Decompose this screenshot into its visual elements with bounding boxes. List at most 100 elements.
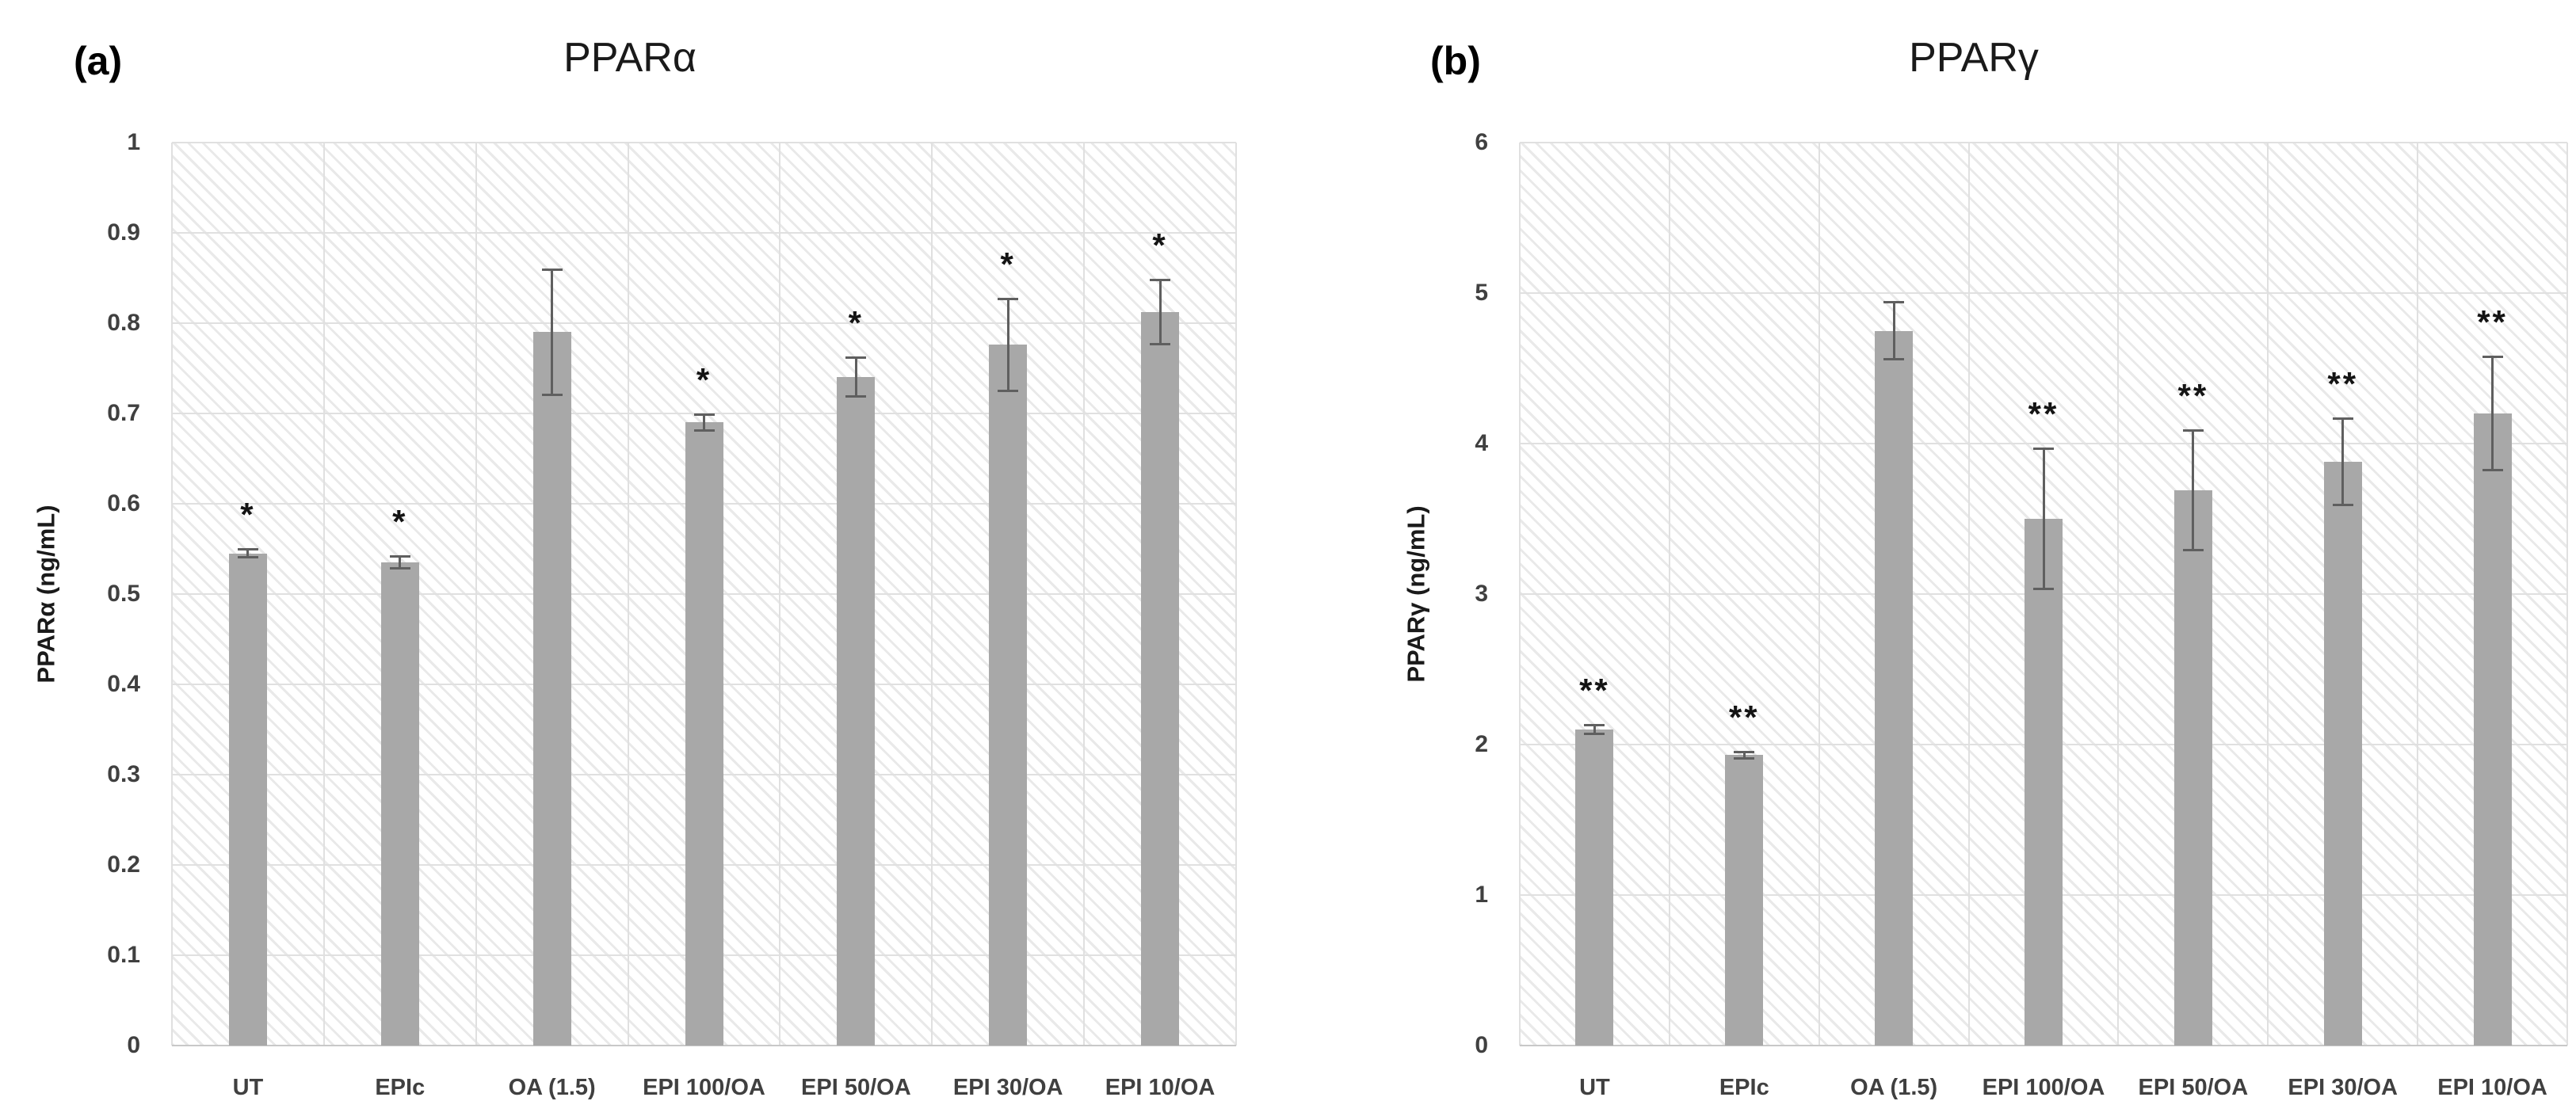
bar: [380, 562, 419, 1046]
x-tick-label: UT: [1579, 1075, 1610, 1100]
panel-label: (b): [1430, 39, 1481, 83]
error-bar-cap: [1734, 757, 1755, 760]
error-bar: [1892, 302, 1895, 360]
error-bar-cap: [237, 556, 258, 559]
error-bar-cap: [2332, 503, 2353, 506]
bar: [685, 422, 723, 1046]
gridline-v: [2267, 143, 2269, 1046]
significance-marker: *: [392, 503, 408, 541]
gridline-h: [1520, 142, 2567, 143]
gridline-v: [1818, 143, 1820, 1046]
gridline-h: [172, 322, 1236, 324]
x-tick-label: OA (1.5): [508, 1075, 596, 1100]
chart-title: PPARγ: [1909, 35, 2039, 81]
y-tick-label: 6: [1475, 129, 1488, 155]
y-tick-label: 5: [1475, 280, 1488, 306]
error-bar-cap: [2482, 469, 2503, 472]
gridline-v: [2117, 143, 2120, 1046]
significance-marker: *: [696, 361, 712, 399]
significance-marker: **: [2177, 376, 2209, 414]
error-bar: [551, 269, 554, 396]
gridline-v: [1967, 143, 1970, 1046]
gridline-v: [779, 143, 781, 1046]
y-tick-label: 0.1: [107, 942, 140, 968]
gridline-h: [172, 232, 1236, 234]
bar: [1875, 330, 1914, 1046]
y-tick-label: 0.8: [107, 310, 140, 336]
error-bar-cap: [1584, 724, 1605, 727]
y-tick-label: 0: [127, 1032, 140, 1058]
error-bar-cap: [2482, 355, 2503, 358]
y-tick-label: 1: [127, 129, 140, 155]
x-tick-label: EPI 100/OA: [1982, 1075, 2105, 1100]
error-bar-cap: [2182, 429, 2204, 432]
x-tick-label: EPI 50/OA: [2138, 1075, 2249, 1100]
y-tick-label: 0.7: [107, 400, 140, 426]
gridline-v: [1083, 143, 1086, 1046]
error-bar-cap: [1150, 279, 1171, 282]
error-bar: [703, 414, 705, 431]
error-bar-cap: [1883, 301, 1905, 304]
error-bar-cap: [2033, 447, 2054, 450]
significance-marker: *: [240, 496, 256, 533]
significance-marker: **: [1579, 672, 1610, 710]
gridline-h: [1520, 292, 2567, 294]
error-bar: [246, 549, 250, 558]
error-bar-cap: [998, 389, 1019, 392]
error-bar: [2042, 448, 2045, 590]
x-tick-label: EPI 30/OA: [2288, 1075, 2399, 1100]
error-bar-cap: [693, 413, 715, 417]
bar: [2473, 413, 2512, 1046]
x-tick-label: EPIc: [1719, 1075, 1769, 1100]
error-bar: [2341, 417, 2345, 505]
gridline-v: [322, 143, 325, 1046]
error-bar-cap: [541, 394, 563, 397]
error-bar-cap: [998, 298, 1019, 301]
error-bar-cap: [389, 555, 410, 558]
panel-label: (a): [74, 39, 123, 83]
significance-marker: **: [2028, 394, 2059, 432]
gridline-v: [171, 143, 173, 1046]
error-bar: [1006, 299, 1009, 391]
error-bar-cap: [845, 356, 867, 360]
bar: [837, 377, 876, 1046]
y-tick-label: 2: [1475, 731, 1488, 757]
gridline-v: [1519, 143, 1521, 1046]
error-bar-cap: [541, 268, 563, 271]
significance-marker: **: [2327, 364, 2359, 402]
error-bar: [1742, 751, 1746, 760]
y-tick-label: 3: [1475, 581, 1488, 607]
error-bar-cap: [2033, 588, 2054, 591]
gridline-v: [2566, 143, 2568, 1046]
error-bar-cap: [1150, 343, 1171, 346]
y-tick-label: 0.4: [107, 671, 140, 697]
y-tick-label: 0.6: [107, 490, 140, 516]
x-tick-label: EPI 50/OA: [801, 1075, 911, 1100]
significance-marker: *: [1000, 246, 1016, 284]
error-bar: [854, 357, 857, 398]
y-tick-label: 0.3: [107, 761, 140, 787]
error-bar-cap: [1734, 750, 1755, 753]
gridline-v: [475, 143, 477, 1046]
y-tick-label: 0.9: [107, 219, 140, 246]
x-tick-label: OA (1.5): [1850, 1075, 1938, 1100]
bar: [228, 553, 267, 1046]
error-bar-cap: [2182, 548, 2204, 551]
bar: [2323, 461, 2362, 1046]
significance-marker: *: [1152, 227, 1168, 265]
error-bar-cap: [693, 429, 715, 432]
error-bar: [399, 556, 402, 570]
gridline-v: [931, 143, 933, 1046]
error-bar-cap: [389, 567, 410, 570]
x-tick-label: EPI 100/OA: [643, 1075, 765, 1100]
error-bar-cap: [1883, 357, 1905, 360]
error-bar-cap: [2332, 417, 2353, 420]
gridline-v: [1235, 143, 1237, 1046]
x-tick-label: EPI 10/OA: [1105, 1075, 1215, 1100]
error-bar-cap: [1584, 732, 1605, 735]
error-bar: [2192, 429, 2195, 550]
gridline-h: [1520, 443, 2567, 444]
significance-marker: **: [1728, 698, 1760, 736]
